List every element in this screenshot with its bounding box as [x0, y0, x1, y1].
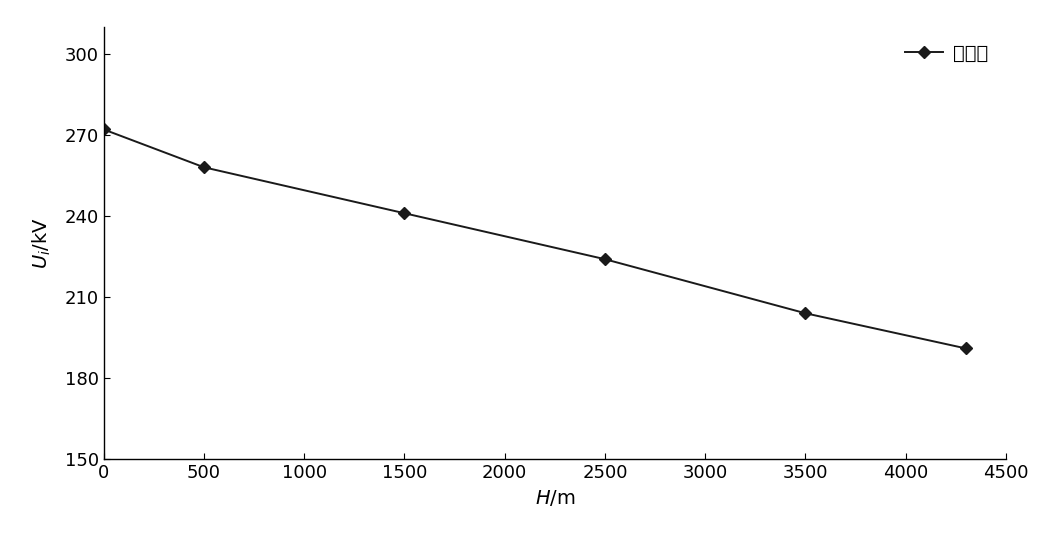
- 屏蔽环: [198, 164, 211, 170]
- 屏蔽环: [398, 210, 411, 216]
- Legend: 屏蔽环: 屏蔽环: [897, 36, 997, 71]
- 屏蔽环: [959, 345, 972, 351]
- Line: 屏蔽环: 屏蔽环: [100, 125, 970, 352]
- Y-axis label: $U_i$/kV: $U_i$/kV: [31, 217, 54, 269]
- 屏蔽环: [598, 256, 611, 262]
- X-axis label: $H$/m: $H$/m: [534, 488, 576, 508]
- 屏蔽环: [97, 126, 110, 132]
- 屏蔽环: [800, 310, 812, 317]
